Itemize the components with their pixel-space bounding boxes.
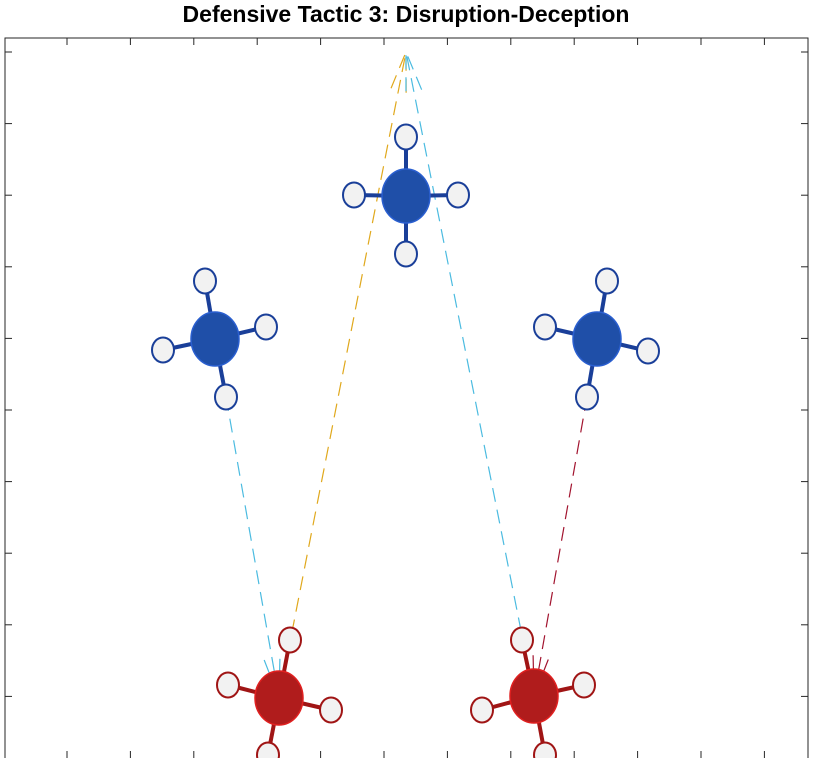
drone-rotor — [394, 123, 418, 151]
drone-rotor — [470, 696, 494, 724]
drone-rotor — [342, 181, 366, 209]
drone-rotor — [278, 626, 302, 654]
drone-body — [572, 311, 622, 367]
drone-rotor — [595, 267, 619, 295]
drone-rotor — [572, 671, 596, 699]
drone-rotor — [216, 671, 240, 699]
title: Defensive Tactic 3: Disruption-Deception — [183, 1, 630, 27]
arrow-head — [405, 51, 423, 93]
axes-box — [4, 37, 809, 758]
drone-rotor — [533, 741, 557, 758]
drone-rotor — [254, 313, 278, 341]
trajectory — [225, 396, 280, 699]
drone-rotor — [151, 336, 175, 364]
drone-rotor — [510, 626, 534, 654]
drone-rotor — [575, 383, 599, 411]
drone-rotor — [214, 383, 238, 411]
drone-rotor — [193, 267, 217, 295]
drone-rotor — [446, 181, 470, 209]
drone-rotor — [533, 313, 557, 341]
drone-rotor — [256, 741, 280, 758]
ticks — [5, 38, 808, 758]
drone-rotor — [319, 696, 343, 724]
drone-rotor — [394, 240, 418, 268]
drone-body — [509, 668, 559, 724]
drone-body — [190, 311, 240, 367]
trajectory — [533, 396, 588, 697]
drone-body — [381, 168, 431, 224]
drones — [151, 123, 660, 758]
drone-body — [254, 670, 304, 726]
drone-rotor — [636, 337, 660, 365]
